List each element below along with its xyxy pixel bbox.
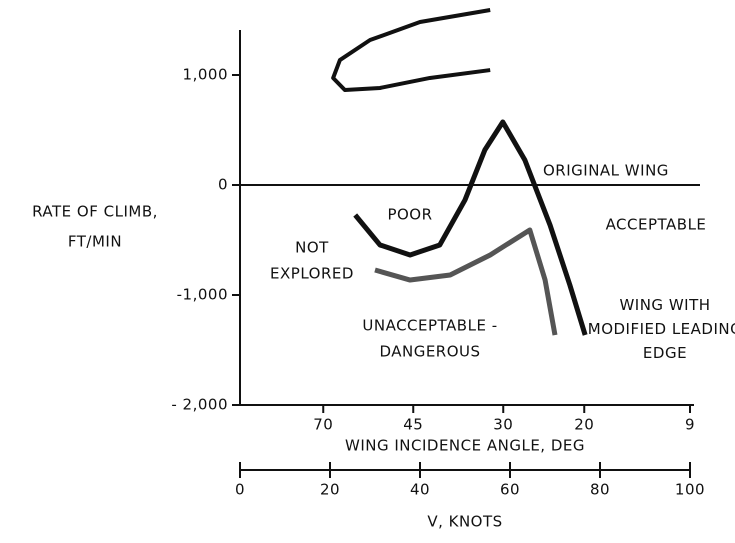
x2-tick-label: 9 [685, 416, 695, 434]
y-tick-label: -1,000 [177, 286, 228, 304]
x-tick-label: 0 [235, 481, 245, 499]
x-tick-label: 80 [590, 481, 610, 499]
x-tick-label: 20 [320, 481, 340, 499]
x2-tick-label: 45 [403, 416, 423, 434]
annotation: NOT [295, 239, 329, 257]
annotation: POOR [387, 206, 432, 224]
annotation: EXPLORED [270, 265, 354, 283]
x-axis-label: V, KNOTS [427, 513, 502, 531]
x2-axis-label: WING INCIDENCE ANGLE, DEG [345, 437, 585, 455]
series-line [333, 10, 490, 90]
x-tick-label: 40 [410, 481, 430, 499]
series-label: ORIGINAL WING [543, 162, 669, 180]
y-tick-label: 0 [218, 176, 228, 194]
annotation: DANGEROUS [379, 343, 480, 361]
x-tick-label: 60 [500, 481, 520, 499]
y-tick-label: - 2,000 [171, 396, 228, 414]
x2-tick-label: 30 [493, 416, 513, 434]
y-tick-label: 1,000 [183, 66, 228, 84]
x-tick-label: 100 [675, 481, 705, 499]
x2-tick-label: 20 [574, 416, 594, 434]
annotation: UNACCEPTABLE - [362, 317, 497, 335]
chart: 1,000 0 -1,000 - 2,000 RATE OF CLIMB, FT/MIN 7… [0, 0, 735, 543]
y-axis-label: RATE OF CLIMB, [32, 203, 158, 221]
annotation: ACCEPTABLE [606, 216, 707, 234]
y-axis-label: FT/MIN [68, 233, 122, 251]
x2-tick-label: 70 [313, 416, 333, 434]
